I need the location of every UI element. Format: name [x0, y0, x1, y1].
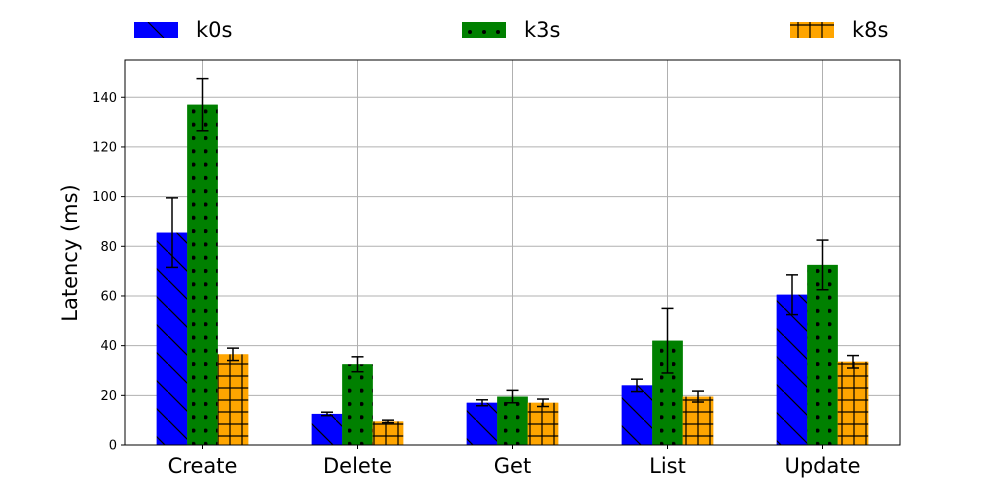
legend-swatch-dot: [496, 30, 500, 34]
bar-hatch-k3s-create: [187, 104, 218, 445]
bar-hatch-k0s-list: [621, 385, 653, 445]
y-tick-label: 0: [109, 439, 117, 454]
error-bar-k8s-get: [537, 398, 549, 408]
bar-hatch-k3s-delete: [342, 364, 373, 445]
bar-hatch-k3s-update: [807, 264, 838, 445]
error-bar-k0s-get: [476, 399, 488, 407]
y-tick-label: 20: [100, 389, 117, 404]
legend-swatch-k0s: [134, 22, 178, 38]
y-tick-label: 40: [100, 339, 117, 354]
legend-swatch-dot: [468, 30, 472, 34]
error-bar-k3s-get: [506, 389, 519, 404]
legend-swatch-k3s: [462, 22, 506, 38]
y-tick-label: 120: [92, 140, 117, 155]
y-tick-label: 100: [92, 190, 117, 205]
y-axis-ticks: 0 20 40 60 80 100 120 140: [92, 91, 125, 454]
error-bar-k0s-create: [166, 197, 178, 269]
y-tick-label: 80: [100, 240, 117, 255]
y-tick-label: 60: [100, 289, 117, 304]
bar-hatch-k8s-delete: [372, 421, 404, 445]
error-bar-k0s-update: [786, 274, 798, 316]
error-bar-k3s-delete: [351, 356, 364, 373]
x-tick-label: Get: [494, 454, 531, 478]
bar-hatch-k8s-get: [527, 402, 559, 445]
legend-swatch-fill: [790, 22, 834, 38]
x-tick-label: Update: [784, 454, 860, 478]
y-axis-label: Latency (ms): [58, 184, 82, 321]
legend-label-k0s: k0s: [196, 18, 233, 42]
error-bar-k8s-update: [847, 354, 859, 369]
bar-hatch-k8s-create: [217, 354, 249, 445]
error-bar-k8s-create: [227, 347, 239, 362]
bar-hatch-k8s-list: [682, 396, 714, 445]
legend-swatch-hatch: [790, 22, 834, 38]
x-axis-ticks: Create Delete Get List Update: [168, 445, 861, 478]
error-bar-k0s-delete: [321, 411, 333, 417]
bar-hatch-k3s-get: [497, 396, 528, 445]
y-tick-label: 140: [92, 91, 117, 106]
error-bar-k3s-create: [196, 77, 209, 132]
bar-hatch-k0s-update: [776, 294, 808, 445]
x-tick-label: Create: [168, 454, 238, 478]
bar-hatch-k0s-get: [466, 402, 498, 445]
error-bar-k3s-list: [661, 307, 674, 374]
x-tick-label: Delete: [323, 454, 392, 478]
bar-hatch-k8s-update: [837, 361, 869, 445]
error-bar-k8s-delete: [382, 419, 394, 424]
error-bar-k0s-list: [631, 378, 643, 393]
legend-swatch-hatch: [147, 22, 165, 38]
legend-label-k3s: k3s: [524, 18, 561, 42]
legend-swatch-k8s: [790, 22, 834, 38]
legend-label-k8s: k8s: [852, 18, 889, 42]
error-bar-k3s-update: [816, 239, 829, 291]
legend-swatch-dot: [482, 30, 486, 34]
error-bar-k8s-list: [692, 390, 704, 403]
error-bars: [166, 77, 859, 424]
x-tick-label: List: [649, 454, 686, 478]
bar-hatch-k0s-delete: [311, 413, 343, 445]
